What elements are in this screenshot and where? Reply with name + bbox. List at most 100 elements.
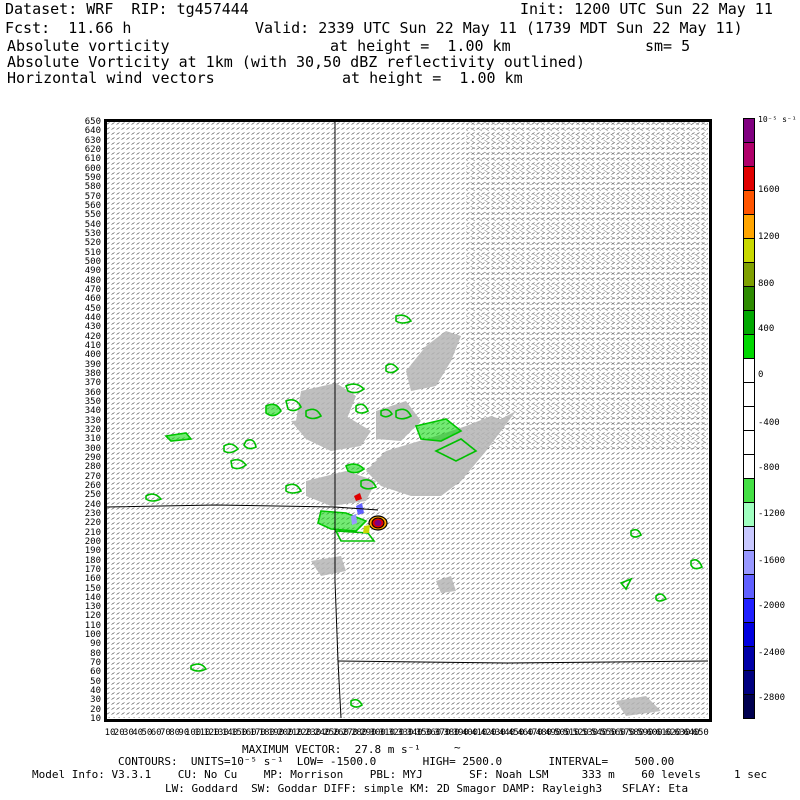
y-tick-label: 240 [84,499,101,510]
x-tick-label: 530 [582,728,598,738]
x-tick-label: 500 [554,728,570,738]
x-tick-label: 220 [296,728,312,738]
vorticity-fill-positive [166,404,461,531]
colorbar-swatch [743,382,755,407]
x-tick-label: 210 [286,728,302,738]
y-tick-label: 630 [84,135,101,146]
field-1-height: at height = 1.00 km [330,37,511,55]
x-tick-label: 230 [305,728,321,738]
y-tick-label: 640 [84,126,101,137]
y-tick-label: 570 [84,191,101,202]
x-tick-label: 650 [693,728,709,738]
y-tick-label: 340 [84,406,101,417]
y-tick-label: 540 [84,219,101,230]
colorbar-swatch [743,598,755,623]
y-tick-label: 330 [84,415,101,426]
x-tick-label: 620 [665,728,681,738]
colorbar-label: 0 [758,370,764,380]
y-tick-label: 260 [84,480,101,491]
x-tick-label: 460 [517,728,533,738]
y-tick-label: 530 [84,228,101,239]
colorbar-swatch [743,622,755,647]
y-tick-label: 490 [84,266,101,277]
x-tick-label: 200 [277,728,293,738]
x-tick-label: 340 [406,728,422,738]
x-tick-label: 560 [610,728,626,738]
colorbar-swatch [743,550,755,575]
colorbar-swatch [743,334,755,359]
colorbar-label: -800 [758,463,780,473]
x-tick-label: 290 [360,728,376,738]
colorbar-label: 1600 [758,185,780,195]
x-tick-label: 380 [443,728,459,738]
y-tick-label: 620 [84,144,101,155]
y-tick-label: 80 [90,648,101,659]
x-tick-label: 540 [591,728,607,738]
map-plot-area [106,121,708,718]
state-boundaries [106,121,708,718]
colorbar-label: -1200 [758,509,786,519]
colorbar-label: 800 [758,279,775,289]
y-tick-label: 30 [90,695,101,706]
colorbar-swatch [743,262,755,287]
x-tick-label: 640 [683,728,699,738]
y-tick-label: 610 [84,154,101,165]
x-axis-ticks: 1020304050607080901001101201301401501601… [105,728,709,738]
x-tick-label: 390 [453,728,469,738]
wind-vector-field-northeast [466,121,708,451]
colorbar-swatch [743,646,755,671]
y-tick-label: 190 [84,546,101,557]
colorbar-swatch [743,142,755,167]
y-tick-label: 230 [84,508,101,519]
colorbar-swatch [743,526,755,551]
y-tick-label: 170 [84,564,101,575]
x-tick-label: 180 [259,728,275,738]
y-tick-label: 220 [84,518,101,529]
colorbar-label: -400 [758,418,780,428]
colorbar-swatch [743,214,755,239]
y-tick-label: 320 [84,424,101,435]
y-tick-label: 410 [84,340,101,351]
x-tick-label: 280 [351,728,367,738]
colorbar-units: 10⁻⁵ s⁻¹ [758,115,797,124]
colorbar-label: 400 [758,324,775,334]
colorbar-swatch [743,118,755,143]
field-2-name: Absolute Vorticity at 1km (with 30,50 dB… [7,53,585,71]
x-tick-label: 570 [619,728,635,738]
y-tick-label: 120 [84,611,101,622]
colorbar-swatch [743,190,755,215]
x-tick-label: 350 [416,728,432,738]
max-vector-label: MAXIMUM VECTOR: 27.8 m s⁻¹ [242,743,421,756]
y-tick-label: 580 [84,182,101,193]
mesocyclone-core [351,493,388,533]
model-info: Model Info: V3.3.1 CU: No Cu MP: Morriso… [32,768,768,781]
valid-time-label: Valid: 2339 UTC Sun 22 May 11 (1739 MDT … [255,19,743,37]
x-tick-label: 300 [370,728,386,738]
x-tick-label: 160 [240,728,256,738]
x-tick-label: 580 [628,728,644,738]
y-tick-label: 250 [84,490,101,501]
x-tick-label: 420 [480,728,496,738]
x-tick-label: 590 [637,728,653,738]
x-tick-label: 630 [674,728,690,738]
x-tick-label: 310 [379,728,395,738]
y-tick-label: 150 [84,583,101,594]
y-tick-label: 310 [84,434,101,445]
colorbar-swatch [743,358,755,383]
y-tick-label: 180 [84,555,101,566]
y-tick-label: 20 [90,704,101,715]
colorbar-label: -2000 [758,601,786,611]
x-tick-label: 90 [178,728,189,738]
x-tick-label: 440 [499,728,515,738]
x-tick-label: 110 [194,728,210,738]
y-tick-label: 400 [84,350,101,361]
x-tick-label: 330 [397,728,413,738]
colorbar-label: -2400 [758,648,786,658]
x-tick-label: 470 [526,728,542,738]
x-tick-label: 510 [563,728,579,738]
x-tick-label: 70 [160,728,171,738]
x-tick-label: 520 [573,728,589,738]
y-tick-label: 650 [84,117,101,127]
y-tick-label: 270 [84,471,101,482]
y-tick-label: 590 [84,172,101,183]
